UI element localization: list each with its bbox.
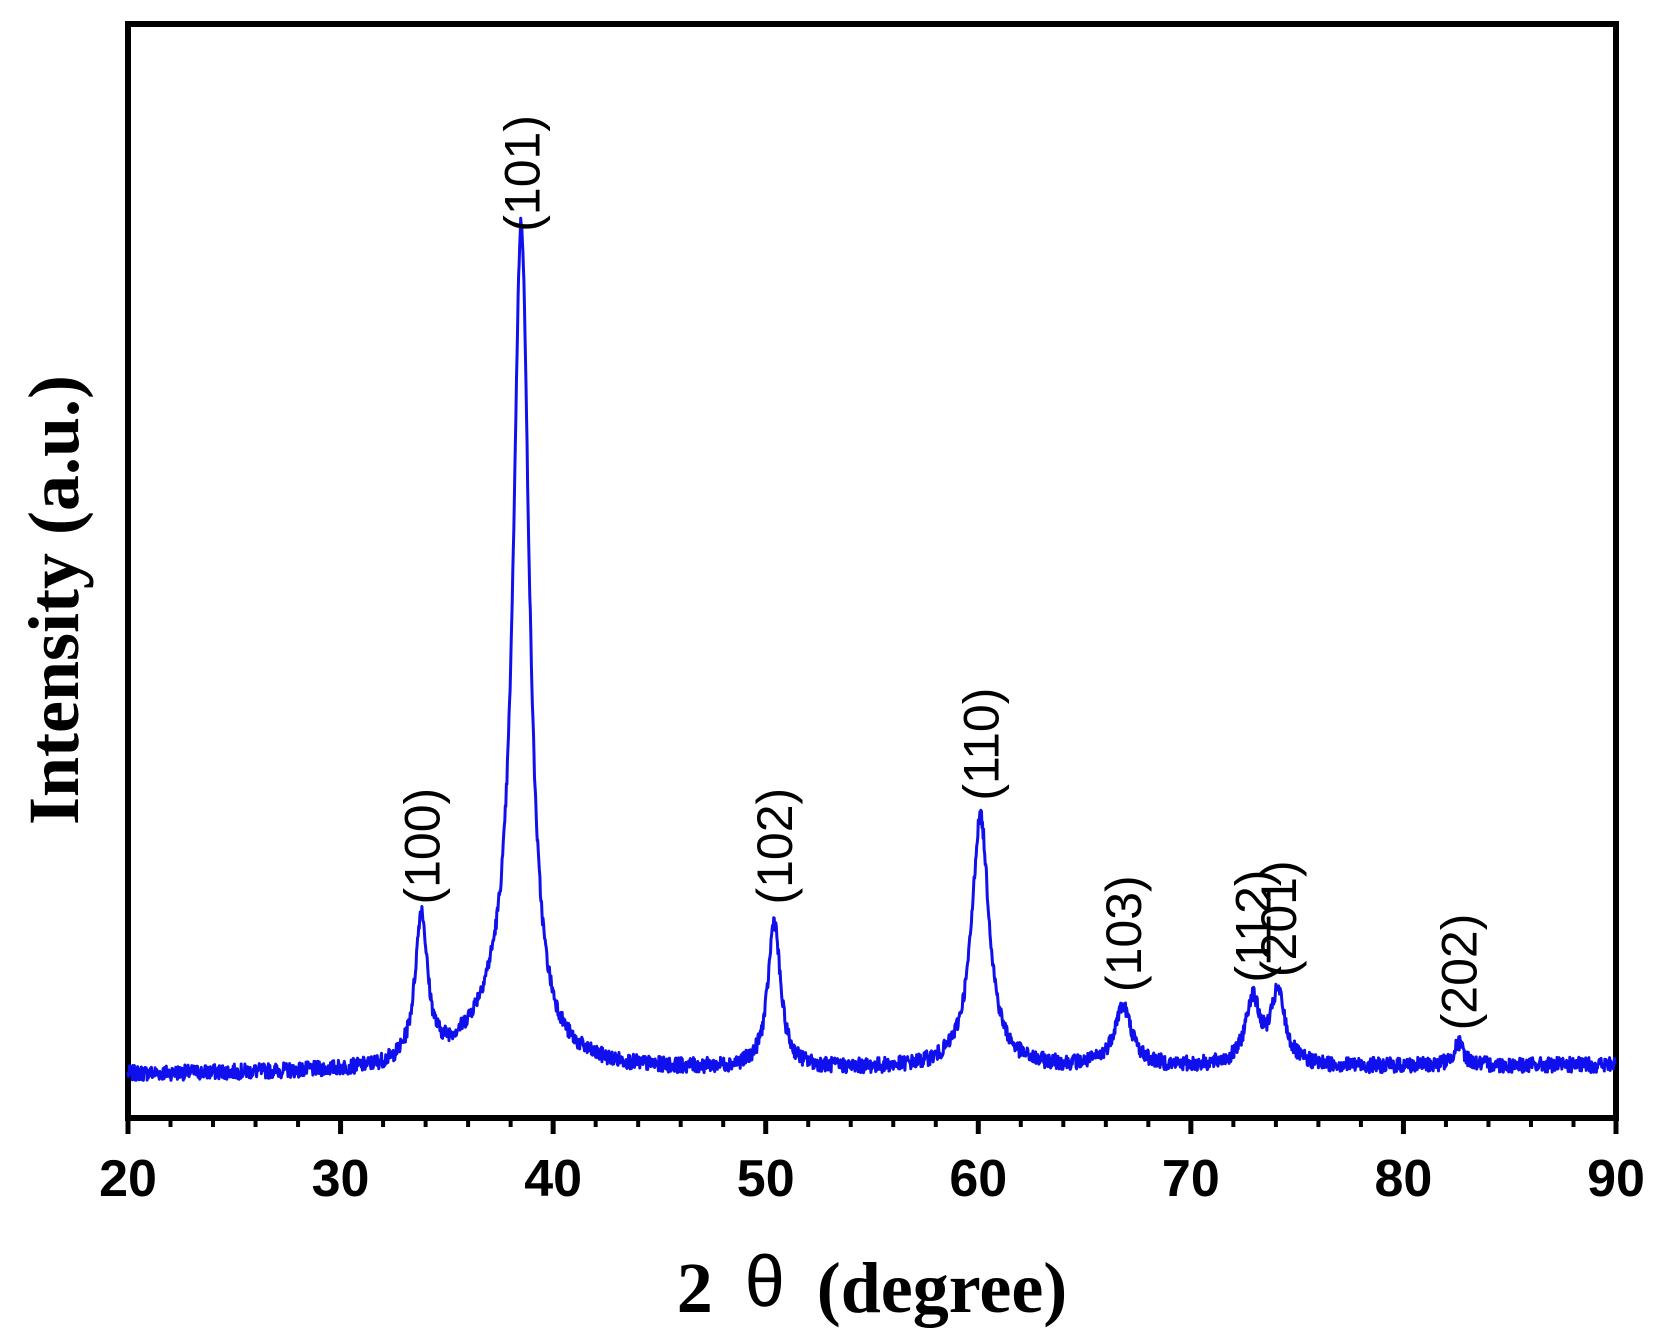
peak-label: (100) — [394, 788, 450, 905]
x-tick-label: 20 — [99, 1150, 157, 1208]
x-tick-label: 80 — [1375, 1150, 1433, 1208]
x-axis-title: 2 θ (degree) — [677, 1242, 1068, 1328]
peak-label: (103) — [1096, 875, 1152, 992]
y-axis-title: Intensity (a.u.) — [14, 375, 94, 825]
x-axis-title-suffix: (degree) — [817, 1248, 1068, 1328]
theta-symbol: θ — [745, 1242, 785, 1322]
peak-labels: (100) (101) (102) (110) (103) (112)(201) (202) — [394, 115, 1487, 1030]
x-axis-tick-labels: 20 30 40 50 60 70 80 90 — [99, 1150, 1645, 1208]
x-axis-ticks — [125, 1118, 1619, 1134]
x-tick-label: 70 — [1162, 1150, 1220, 1208]
x-tick-label: 90 — [1587, 1150, 1645, 1208]
plot-frame — [125, 21, 1619, 1121]
x-tick-label: 50 — [737, 1150, 795, 1208]
x-tick-label: 30 — [312, 1150, 370, 1208]
x-tick-label: 40 — [524, 1150, 582, 1208]
peak-label: (110) — [953, 688, 1009, 801]
peak-label: (202) — [1432, 914, 1488, 1031]
peak-label: (102) — [747, 788, 803, 905]
x-axis-title-prefix: 2 — [677, 1248, 713, 1328]
peak-label: (112) — [1226, 870, 1282, 983]
x-tick-label: 60 — [949, 1150, 1007, 1208]
peak-label: (101) — [494, 115, 550, 232]
peak-label: (201) — [1251, 860, 1307, 977]
xrd-pattern-line — [126, 216, 1617, 1082]
